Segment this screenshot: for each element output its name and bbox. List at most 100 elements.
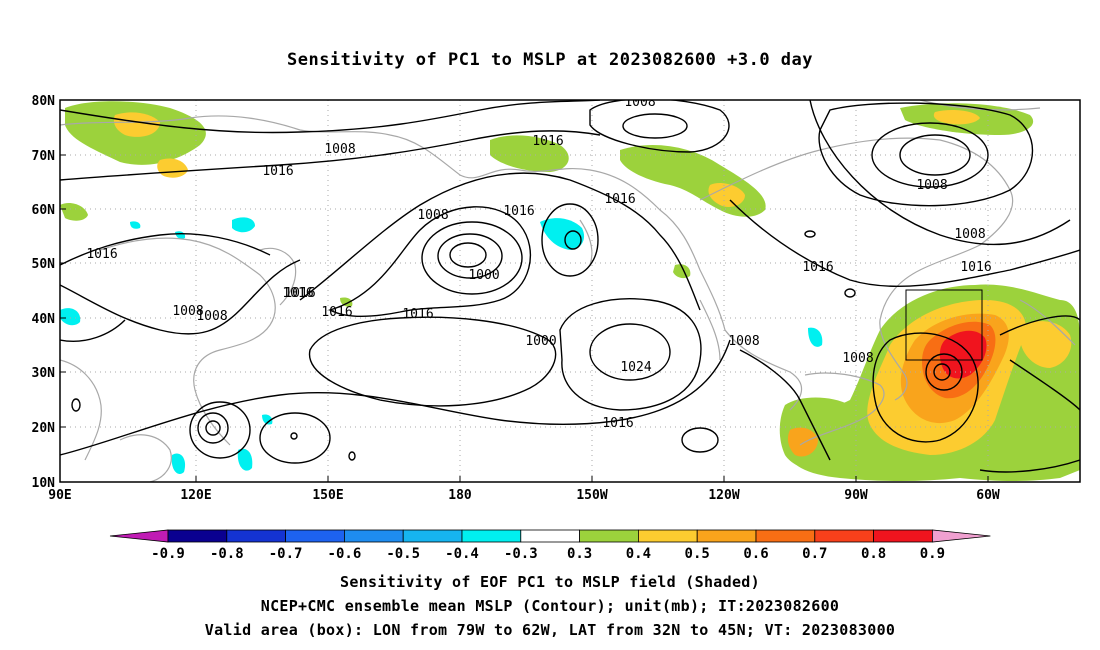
lat-tick-label: 20N <box>32 421 56 436</box>
contour-label: 1016 <box>321 305 352 320</box>
contour-label: 1008 <box>324 142 355 157</box>
contour-tiny-1 <box>804 230 816 238</box>
colorbar-segment <box>520 529 580 543</box>
contour-small-pacific <box>290 432 298 440</box>
contour-1008-atlantic <box>809 100 1071 246</box>
contour-label: 1016 <box>86 247 117 262</box>
contour-label: 1008 <box>196 309 227 324</box>
contour-aleutian-2 <box>437 233 503 279</box>
lon-tick-label: 90W <box>844 488 868 503</box>
shade-cyan-siberia2 <box>175 231 186 239</box>
contour-pacific-high-1 <box>589 323 671 381</box>
contour-label: 1016 <box>402 307 433 322</box>
contour-label: 1016 <box>262 164 293 179</box>
contour-tiny-2 <box>844 288 856 298</box>
lat-tick-label: 30N <box>32 366 56 381</box>
contour-label: 1016 <box>802 260 833 275</box>
contour-label: 1016 <box>282 286 313 301</box>
contour-typhoon-2 <box>197 412 229 444</box>
colorbar-segment <box>638 529 698 543</box>
shade-cyan-kamchatka <box>540 218 585 250</box>
contour-1016-band <box>60 339 731 456</box>
contour-1008-asia <box>60 259 301 335</box>
contour-typhoon-4 <box>259 412 331 464</box>
contour-label: 1016 <box>602 416 633 431</box>
shade-green-pacific-small <box>340 297 353 307</box>
contour-label: 1008 <box>417 208 448 223</box>
lon-tick-label: 180 <box>448 488 472 503</box>
grid-lines <box>60 100 1080 482</box>
tick-marks <box>60 99 989 483</box>
caption-line-2: NCEP+CMC ensemble mean MSLP (Contour); u… <box>260 597 840 615</box>
coastlines <box>60 100 1076 482</box>
caption-line-1: Sensitivity of EOF PC1 to MSLP field (Sh… <box>340 573 760 591</box>
lat-tick-label: 40N <box>32 312 56 327</box>
mslp-contours <box>60 100 1080 473</box>
shade-cyan-pacific2 <box>262 414 273 425</box>
colorbar-label: 0.6 <box>743 546 768 562</box>
colorbar-label: -0.5 <box>386 546 420 562</box>
lat-tick-label: 80N <box>32 94 56 109</box>
map-frame <box>59 99 1081 483</box>
chart-title: Sensitivity of PC1 to MSLP at 2023082600… <box>286 50 813 70</box>
contour-kamchatka-low <box>564 230 582 250</box>
colorbar-label: 0.4 <box>626 546 651 562</box>
lon-tick-label: 120E <box>180 488 211 503</box>
contour-typhoon-3 <box>189 401 251 459</box>
contour-label: 1016 <box>604 192 635 207</box>
colorbar-label: -0.8 <box>210 546 244 562</box>
lat-tick-label: 50N <box>32 257 56 272</box>
caption-line-3: Valid area (box): LON from 79W to 62W, L… <box>204 621 896 639</box>
lat-tick-label: 10N <box>32 476 56 491</box>
colorbar-label: 0.7 <box>802 546 827 562</box>
colorbar-high-arrow <box>932 529 991 543</box>
colorbar-segment <box>167 529 228 543</box>
shade-yellow-alaska <box>708 183 745 207</box>
contour-aleutian-1 <box>449 242 487 268</box>
contour-label: 1008 <box>624 95 655 110</box>
colorbar-label: 0.9 <box>920 546 945 562</box>
shade-yellow-arctic-west2 <box>157 158 188 178</box>
shade-green-eurasia <box>60 203 88 221</box>
colorbar-label: -0.3 <box>504 546 538 562</box>
contour-kamchatka-outer <box>541 203 599 277</box>
shade-yellow-greenland <box>933 110 980 125</box>
colorbar-segment <box>814 529 874 543</box>
colorbar: -0.9 -0.8 -0.7 -0.6 -0.5 -0.4 -0.3 0.3 0.4 0.5 0.6… <box>109 529 991 562</box>
contour-1016-east <box>979 315 1080 473</box>
colorbar-label: -0.9 <box>151 546 185 562</box>
contour-greenland-low-1 <box>899 134 971 176</box>
shade-cyan-pacific <box>237 448 253 471</box>
contour-label: 1008 <box>954 227 985 242</box>
contour-1008-arctic <box>60 100 601 134</box>
shade-cyan-siberia <box>232 217 255 233</box>
lat-tick-label: 70N <box>32 149 56 164</box>
contour-greenland-low-3 <box>818 102 1034 207</box>
shade-green-bering <box>490 135 569 172</box>
contour-1016-atlantic <box>729 199 1080 288</box>
contour-label: 1000 <box>525 334 556 349</box>
contour-label: 1000 <box>468 268 499 283</box>
contour-bering-low-2 <box>589 100 730 153</box>
colorbar-segment <box>696 529 757 543</box>
colorbar-label: 0.3 <box>567 546 592 562</box>
colorbar-label: 0.8 <box>861 546 886 562</box>
contour-aleutian-4 <box>328 206 532 317</box>
colorbar-segment <box>402 529 463 543</box>
lon-tick-label: 150W <box>576 488 607 503</box>
contour-1016-north <box>299 172 701 311</box>
contour-bering-low-1 <box>622 113 688 139</box>
contour-1016-arctic <box>60 130 601 181</box>
contour-gulf-small <box>681 427 719 453</box>
contour-label: 1008 <box>172 304 203 319</box>
contour-tiny-4 <box>348 451 356 461</box>
colorbar-segment <box>873 529 933 543</box>
colorbar-label: -0.6 <box>328 546 362 562</box>
contour-tiny-3 <box>71 398 81 412</box>
contour-1008-hurricane <box>872 332 979 443</box>
contour-label: 1016 <box>532 134 563 149</box>
contour-label: 1016 <box>960 260 991 275</box>
shade-cyan-siberia3 <box>130 221 141 229</box>
shade-green-alaska <box>620 145 766 217</box>
